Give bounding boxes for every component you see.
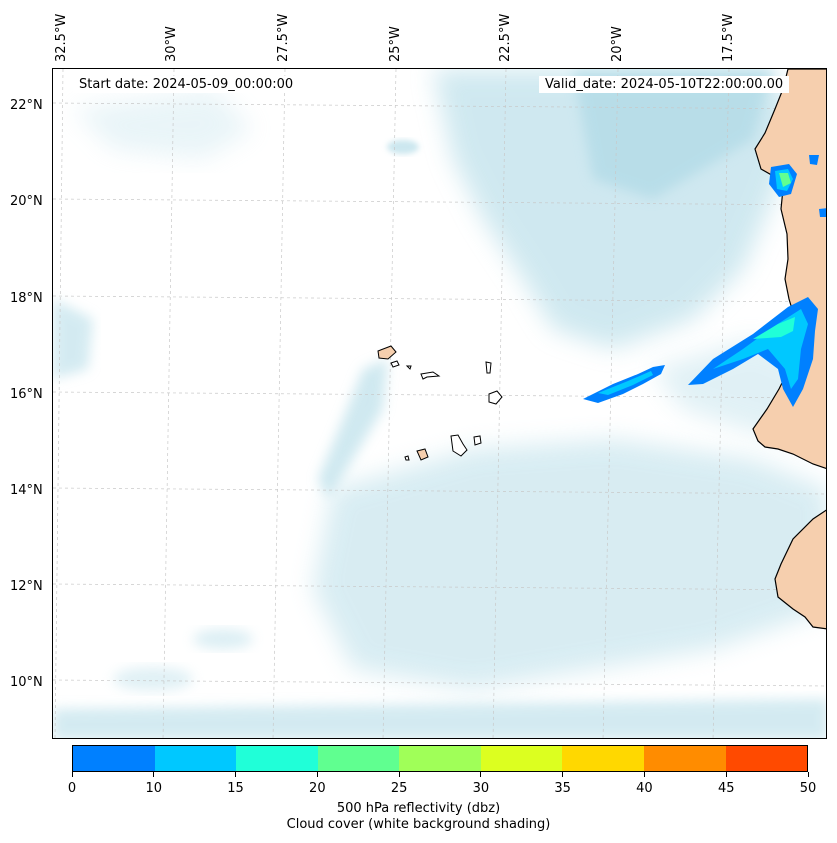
colorbar-tick-label: 0: [67, 781, 77, 796]
start-date-label: Start date: 2024-05-09_00:00:00: [73, 76, 300, 93]
lon-label-20w: 20°W: [610, 26, 625, 62]
colorbar-tick-label: 30: [472, 781, 490, 796]
colorbar-tick: [807, 772, 809, 777]
colorbar-label-reflectivity: 500 hPa reflectivity (dbz): [336, 801, 501, 816]
lat-label-14n: 14°N: [10, 483, 43, 498]
cloud-streak-cape-verde: [318, 359, 388, 499]
colorbar-tick-label: 15: [227, 781, 244, 796]
island-fogo: [416, 448, 429, 461]
lon-label-27-5w: 27.5°W: [276, 13, 291, 62]
lon-label-30w: 30°W: [164, 26, 179, 62]
graticule: [53, 69, 826, 738]
reflectivity-layer: [583, 155, 826, 407]
echo-cell-coast: [809, 155, 819, 165]
colorbar-segment: [236, 746, 318, 771]
colorbar-segment: [562, 746, 644, 771]
valid-date-label: Valid_date: 2024-05-10T22:00:00.00: [539, 76, 790, 93]
colorbar-segment: [399, 746, 481, 771]
lon-label-32-5w: 32.5°W: [54, 13, 69, 62]
colorbar-tick-label: 20: [309, 781, 326, 796]
lat-label-10n: 10°N: [10, 675, 43, 690]
colorbar-segment: [643, 746, 726, 771]
colorbar-segment: [480, 746, 563, 771]
cloud-blob-3: [113, 667, 193, 691]
echo-band-inner: [598, 371, 653, 395]
echo-cell-nw-core: [779, 173, 791, 187]
cape-verde-islands: [377, 345, 503, 461]
map-panel[interactable]: [52, 68, 827, 739]
island-santa-luzia: [405, 365, 412, 370]
island-sao-vicente: [390, 360, 400, 368]
cloud-blob-1: [387, 140, 419, 154]
colorbar-segment: [154, 746, 237, 771]
lat-label-20n: 20°N: [10, 194, 43, 209]
island-santiago: [450, 434, 468, 457]
lat-label-16n: 16°N: [10, 387, 43, 402]
colorbar-tick: [71, 772, 73, 777]
colorbar-tick: [725, 772, 727, 777]
cloud-patch-nw: [73, 89, 253, 159]
colorbar-label-cloud-cover: Cloud cover (white background shading): [286, 817, 551, 832]
colorbar-tick: [643, 772, 645, 777]
cloud-band-central: [313, 439, 826, 689]
colorbar-tick-label: 35: [554, 781, 571, 796]
colorbar-tick: [153, 772, 155, 777]
cloud-streak-west: [53, 299, 93, 379]
echo-squall-core: [753, 317, 795, 339]
lon-label-22-5w: 22.5°W: [498, 13, 513, 62]
lat-label-22n: 22°N: [10, 98, 43, 113]
cloud-cover-layer: [53, 69, 826, 738]
colorbar-tick-label: 10: [145, 781, 163, 796]
colorbar-tick-label: 45: [717, 781, 735, 796]
lat-label-12n: 12°N: [10, 579, 43, 594]
island-maio: [473, 435, 482, 446]
echo-cell-small: [819, 208, 826, 217]
colorbar-tick: [316, 772, 318, 777]
colorbar-segment: [73, 746, 155, 771]
reflectivity-colorbar: [72, 745, 808, 772]
colorbar-tick-label: 40: [636, 781, 653, 796]
colorbar-tick: [235, 772, 237, 777]
colorbar-tick: [398, 772, 400, 777]
island-sao-nicolau: [420, 371, 441, 380]
island-brava: [404, 455, 410, 461]
guinea-coast: [774, 509, 826, 630]
cloud-band-south: [53, 699, 826, 738]
island-boa-vista: [488, 390, 503, 405]
colorbar-segment: [317, 746, 400, 771]
lon-label-17-5w: 17.5°W: [721, 13, 736, 62]
colorbar-segment: [725, 746, 808, 771]
lon-label-25w: 25°W: [388, 26, 403, 62]
colorbar-tick: [480, 772, 482, 777]
cloud-band-northeast: [573, 69, 773, 199]
map-canvas: [53, 69, 826, 738]
colorbar-tick: [562, 772, 564, 777]
cloud-blob-2: [193, 629, 253, 649]
lat-label-18n: 18°N: [10, 291, 43, 306]
colorbar-tick-label: 25: [390, 781, 408, 796]
island-sal: [485, 361, 492, 374]
island-santo-antao: [377, 345, 397, 360]
colorbar-tick-label: 50: [799, 781, 817, 796]
